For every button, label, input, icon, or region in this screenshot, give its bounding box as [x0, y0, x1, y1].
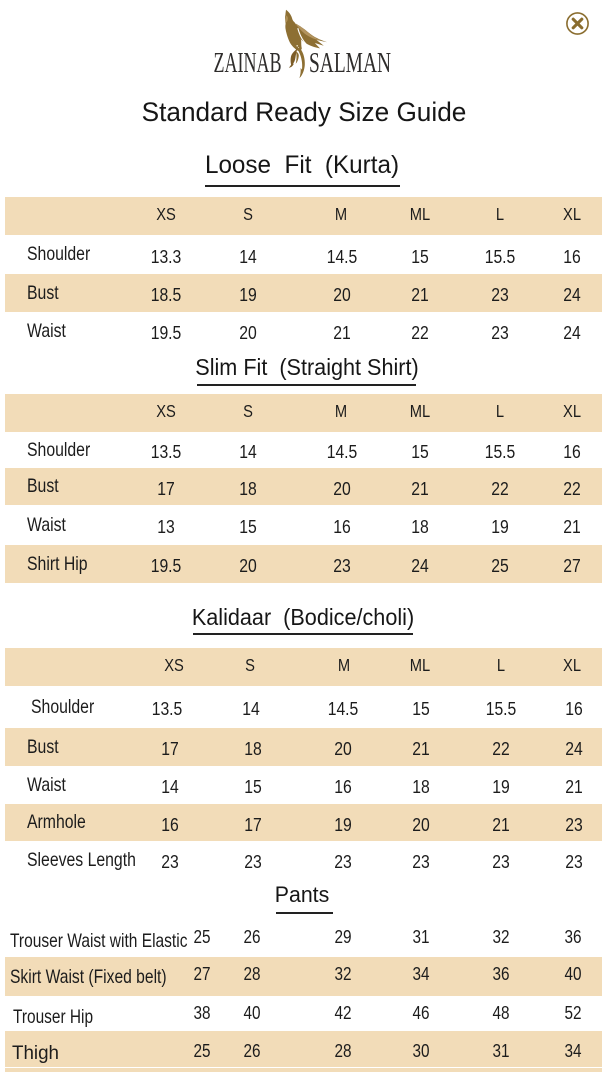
svg-text:SALMAN: SALMAN [309, 48, 391, 79]
svg-text:ZAINAB: ZAINAB [214, 48, 282, 79]
